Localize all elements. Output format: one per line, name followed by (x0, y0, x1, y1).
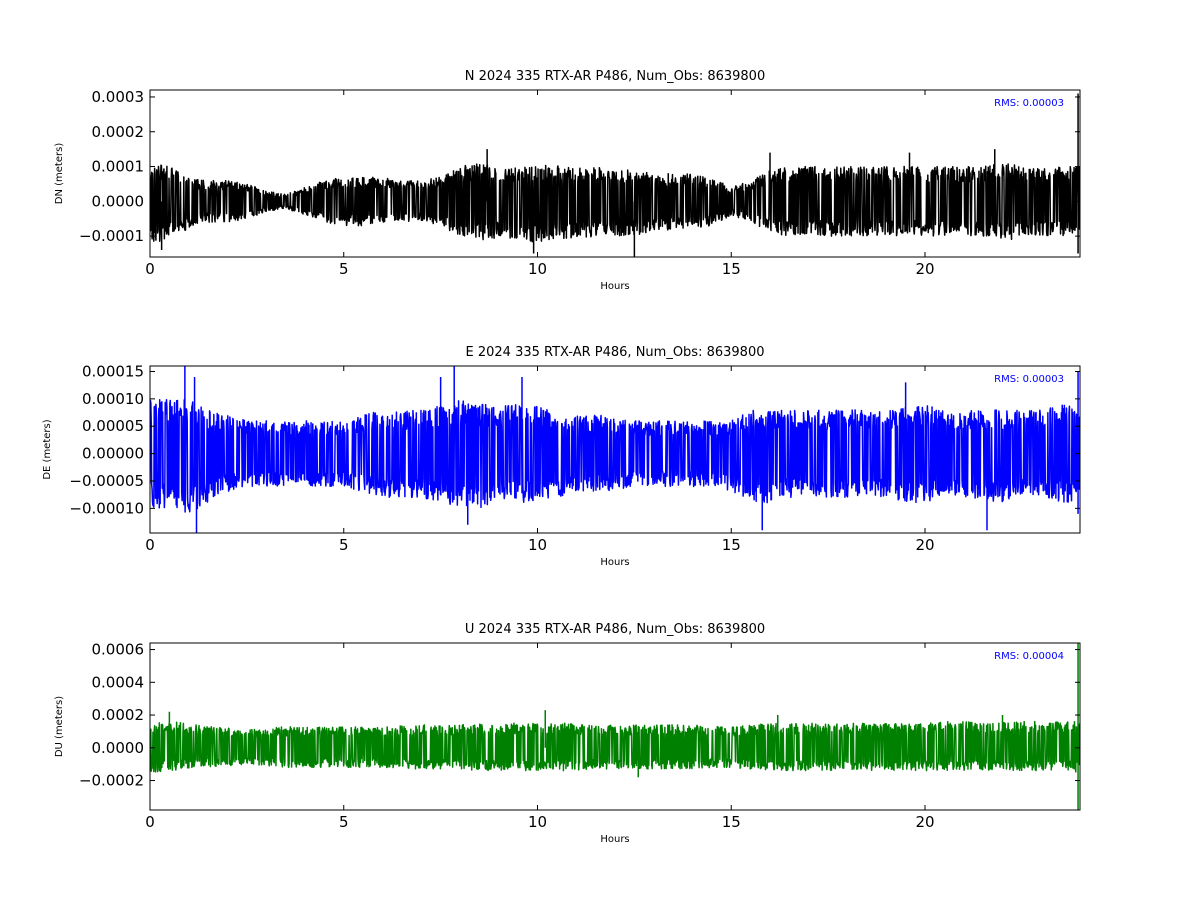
x-tick-label: 15 (722, 813, 741, 831)
y-axis-label: DU (meters) (54, 696, 65, 757)
y-tick-label: 0.0001 (92, 158, 145, 176)
y-tick-label: −0.00010 (69, 499, 144, 517)
x-tick-label: 0 (145, 260, 155, 278)
rms-annotation: RMS: 0.00004 (994, 651, 1064, 662)
rms-annotation: RMS: 0.00003 (994, 374, 1064, 385)
x-axis-label: Hours (600, 281, 629, 292)
plot-frame (149, 642, 1081, 811)
y-tick-label: 0.0006 (92, 641, 145, 659)
y-tick-label: 0.00000 (82, 445, 144, 463)
y-tick-label: 0.00015 (82, 362, 144, 380)
y-tick-label: 0.0000 (92, 192, 145, 210)
x-tick-label: 0 (145, 813, 155, 831)
chart-panel: U 2024 335 RTX-AR P486, Num_Obs: 8639800… (54, 622, 1081, 845)
x-tick-label: 10 (528, 536, 547, 554)
y-tick-label: 0.0004 (92, 673, 145, 691)
x-axis-label: Hours (600, 557, 629, 568)
x-tick-label: 5 (339, 536, 349, 554)
y-tick-label: −0.0001 (79, 227, 144, 245)
y-tick-label: 0.00005 (82, 417, 144, 435)
series-line (150, 366, 1080, 533)
y-tick-label: −0.00005 (69, 472, 144, 490)
x-axis-label: Hours (600, 834, 629, 845)
x-tick-label: 20 (915, 813, 934, 831)
chart-panel: E 2024 335 RTX-AR P486, Num_Obs: 8639800… (42, 345, 1081, 568)
y-tick-label: 0.00010 (82, 390, 144, 408)
x-tick-label: 15 (722, 536, 741, 554)
y-axis-label: DE (meters) (42, 419, 53, 479)
x-tick-label: 15 (722, 260, 741, 278)
series-line (150, 93, 1080, 257)
x-tick-label: 5 (339, 260, 349, 278)
y-tick-label: 0.0002 (92, 706, 145, 724)
series-line (150, 643, 1080, 810)
y-axis-label: DN (meters) (54, 143, 65, 205)
y-tick-label: 0.0002 (92, 123, 145, 141)
x-tick-label: 0 (145, 536, 155, 554)
y-tick-label: 0.0003 (92, 88, 145, 106)
chart-title: U 2024 335 RTX-AR P486, Num_Obs: 8639800 (465, 622, 765, 637)
x-tick-label: 20 (915, 260, 934, 278)
x-tick-label: 10 (528, 260, 547, 278)
x-tick-label: 5 (339, 813, 349, 831)
chart-title: E 2024 335 RTX-AR P486, Num_Obs: 8639800 (466, 345, 765, 360)
x-tick-label: 20 (915, 536, 934, 554)
chart-title: N 2024 335 RTX-AR P486, Num_Obs: 8639800 (465, 69, 765, 84)
y-tick-label: −0.0002 (79, 772, 144, 790)
plot-frame (149, 89, 1081, 258)
chart-panel: N 2024 335 RTX-AR P486, Num_Obs: 8639800… (54, 69, 1081, 292)
y-tick-label: 0.0000 (92, 739, 145, 757)
plot-frame (149, 365, 1081, 534)
rms-annotation: RMS: 0.00003 (994, 98, 1064, 109)
x-tick-label: 10 (528, 813, 547, 831)
